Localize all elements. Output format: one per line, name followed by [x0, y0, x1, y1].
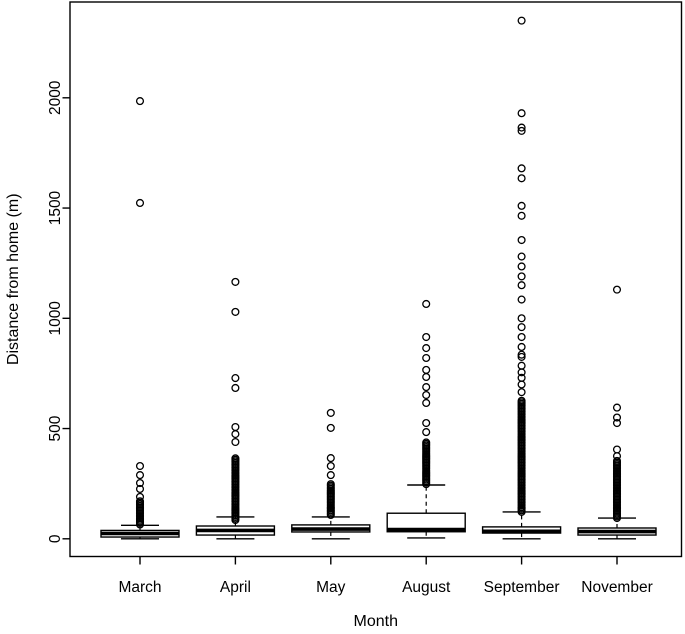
outlier-point	[231, 430, 240, 439]
x-tick-label-september: September	[484, 579, 560, 596]
outlier-point	[422, 365, 431, 374]
y-tick-label: 1000	[47, 301, 64, 336]
outlier-point	[422, 344, 431, 353]
y-tick-label: 1500	[47, 190, 64, 225]
outlier-point	[326, 423, 335, 432]
outlier-point	[422, 353, 431, 363]
outlier-point	[517, 361, 526, 370]
outlier-point	[517, 281, 526, 290]
outlier-point	[326, 454, 335, 463]
y-tick-label: 2000	[47, 80, 64, 115]
outlier-point	[231, 374, 240, 383]
x-axis-title: Month	[354, 613, 398, 629]
outlier-point	[135, 492, 145, 501]
x-tick-label-april: April	[220, 579, 251, 596]
outlier-point	[612, 456, 622, 466]
outlier-point	[517, 368, 526, 377]
outlier-point	[422, 398, 431, 408]
outlier-point	[231, 437, 240, 447]
outlier-point	[231, 277, 240, 286]
boxplot-august	[386, 299, 466, 539]
outlier-point	[517, 252, 526, 261]
y-axis: 0 500 1000 1500 2000	[47, 80, 70, 543]
outlier-point	[135, 461, 145, 471]
outlier-point	[135, 497, 145, 506]
outlier-point	[326, 480, 335, 489]
outlier-point	[135, 198, 145, 208]
x-axis: March April May August September November	[118, 556, 653, 596]
outlier-point	[517, 262, 526, 271]
outlier-point	[612, 452, 622, 461]
outlier-point	[517, 272, 526, 281]
outlier-point	[422, 383, 431, 392]
boxplot-september	[481, 16, 562, 540]
outlier-point	[422, 390, 431, 400]
outlier-point	[422, 372, 431, 382]
outlier-point	[517, 380, 526, 389]
x-tick-label-august: August	[402, 579, 451, 596]
outlier-point	[135, 471, 145, 480]
outlier-point	[517, 295, 526, 304]
outlier-point	[517, 174, 526, 183]
outlier-point	[612, 285, 622, 294]
axis-titles: Month Distance from home (m)	[5, 193, 398, 630]
boxplot-march	[100, 97, 180, 540]
x-tick-label-may: May	[316, 579, 346, 596]
outlier-point	[612, 403, 622, 412]
plot-frame	[69, 1, 683, 558]
outlier-point	[422, 418, 431, 428]
outlier-point	[517, 235, 526, 245]
outlier-point	[135, 478, 145, 488]
boxplot-april	[195, 277, 276, 540]
outlier-point	[517, 342, 526, 352]
outlier-point	[517, 352, 526, 361]
outlier-point	[326, 408, 335, 417]
outlier-point	[612, 445, 622, 454]
outlier-point	[612, 418, 622, 428]
outlier-point	[517, 123, 526, 132]
outlier-point	[517, 350, 526, 359]
outlier-point	[612, 413, 622, 422]
outlier-point	[231, 307, 240, 316]
x-tick-label-march: March	[118, 579, 161, 596]
outlier-point	[517, 16, 526, 25]
outlier-point	[422, 438, 431, 447]
outlier-point	[135, 484, 145, 494]
outlier-point	[517, 201, 526, 210]
outlier-point	[517, 164, 526, 173]
outlier-point	[517, 388, 526, 397]
boxplot-november	[577, 285, 657, 540]
y-tick-label: 0	[47, 534, 64, 543]
outlier-point	[517, 396, 526, 405]
boxplot-may	[291, 408, 371, 540]
plot-border	[69, 1, 683, 558]
outlier-point	[517, 314, 526, 323]
y-axis-title: Distance from home (m)	[5, 193, 22, 365]
outlier-point	[517, 109, 526, 118]
outlier-point	[135, 97, 145, 106]
x-tick-label-november: November	[581, 579, 653, 596]
outlier-point	[231, 422, 240, 432]
outlier-point	[422, 299, 431, 309]
boxplots	[100, 16, 657, 540]
outlier-point	[231, 454, 240, 463]
outlier-point	[422, 332, 431, 342]
iqr-box	[386, 512, 466, 533]
outlier-point	[517, 126, 526, 135]
outlier-point	[326, 471, 335, 480]
outlier-point	[422, 428, 431, 437]
outlier-point	[517, 323, 526, 332]
outlier-point	[517, 211, 526, 220]
outlier-point	[231, 383, 240, 393]
outlier-point	[517, 332, 526, 342]
outlier-point	[326, 461, 335, 471]
y-tick-label: 500	[47, 415, 64, 441]
